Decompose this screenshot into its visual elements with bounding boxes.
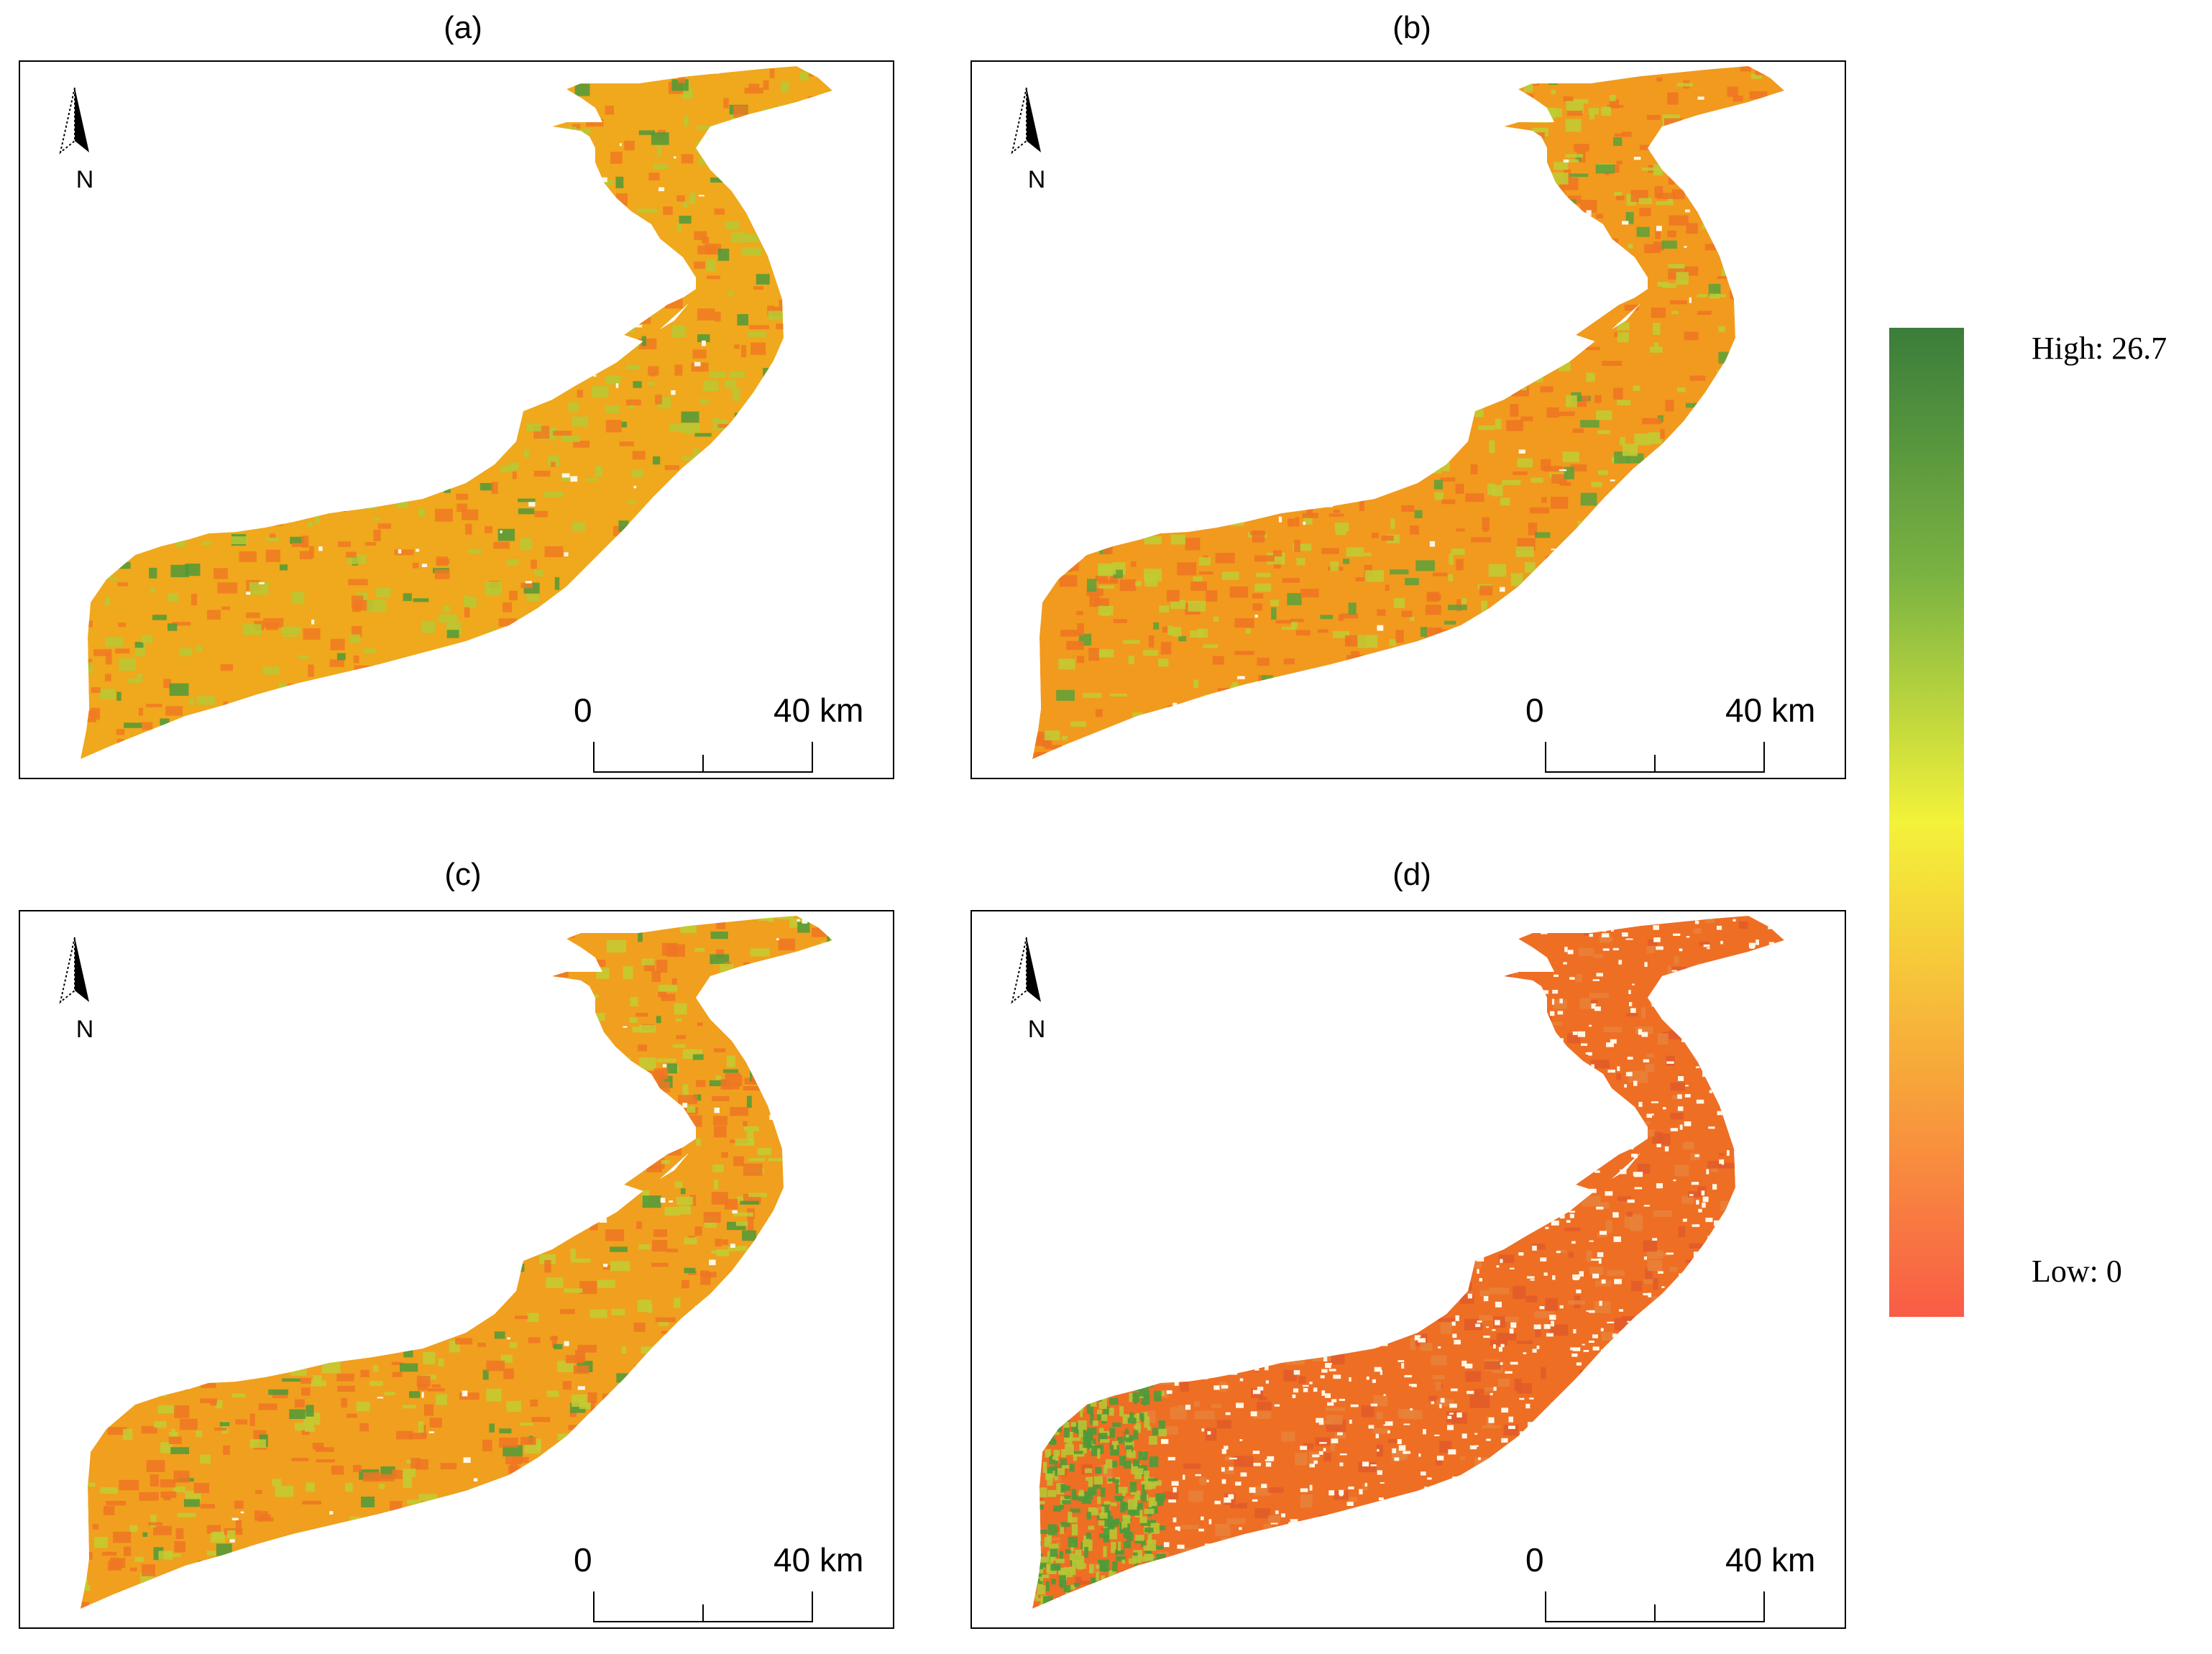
scale-label-end: 40 km <box>774 1541 864 1579</box>
north-arrow: N <box>46 81 104 203</box>
north-label: N <box>1027 166 1046 193</box>
region-raster <box>81 916 832 1609</box>
panel-title-c: (c) <box>444 857 482 892</box>
north-arrow: N <box>998 81 1055 203</box>
north-label: N <box>75 166 94 193</box>
map-panel-d: N 0 40 km <box>970 910 1846 1629</box>
scale-label-start: 0 <box>574 1541 592 1579</box>
legend-high-label: High: 26.7 <box>2032 331 2167 366</box>
scale-label-end: 40 km <box>1725 1541 1816 1579</box>
region-raster <box>1032 66 1784 759</box>
scale-bar-icon <box>593 1591 813 1622</box>
scale-bar-icon <box>1545 1591 1765 1622</box>
study-area-map-d <box>1032 916 1784 1609</box>
map-panel-c: N 0 40 km <box>19 910 894 1629</box>
map-panel-a: N 0 40 km <box>19 60 894 779</box>
scale-label-end: 40 km <box>1725 692 1816 729</box>
scale-bar: 0 40 km <box>574 1541 863 1627</box>
study-area-map-c <box>81 916 832 1609</box>
study-area-map-b <box>1032 66 1784 759</box>
scale-label-end: 40 km <box>774 692 864 729</box>
scale-label-start: 0 <box>1525 692 1544 729</box>
panel-title-b: (b) <box>1392 10 1431 45</box>
scale-bar-icon <box>1545 742 1765 773</box>
region-raster <box>1032 916 1784 1609</box>
north-arrow: N <box>998 930 1055 1052</box>
north-arrow-icon <box>59 87 89 155</box>
north-arrow-icon <box>1011 937 1041 1004</box>
scale-bar: 0 40 km <box>574 692 863 778</box>
scale-bar-icon <box>593 742 813 773</box>
north-arrow: N <box>46 930 104 1052</box>
north-arrow-icon <box>59 937 89 1004</box>
scale-bar: 0 40 km <box>1525 692 1815 778</box>
north-label: N <box>1027 1016 1046 1043</box>
panel-title-d: (d) <box>1392 857 1431 892</box>
north-arrow-icon <box>1011 87 1041 155</box>
legend-color-ramp <box>1889 328 1964 1317</box>
map-panel-b: N 0 40 km <box>970 60 1846 779</box>
north-label: N <box>75 1016 94 1043</box>
scale-bar: 0 40 km <box>1525 1541 1815 1627</box>
region-raster <box>81 66 832 759</box>
panel-title-a: (a) <box>444 10 482 45</box>
scale-label-start: 0 <box>574 692 592 729</box>
scale-label-start: 0 <box>1525 1541 1544 1579</box>
legend-low-label: Low: 0 <box>2032 1254 2122 1289</box>
study-area-map-a <box>81 66 832 759</box>
